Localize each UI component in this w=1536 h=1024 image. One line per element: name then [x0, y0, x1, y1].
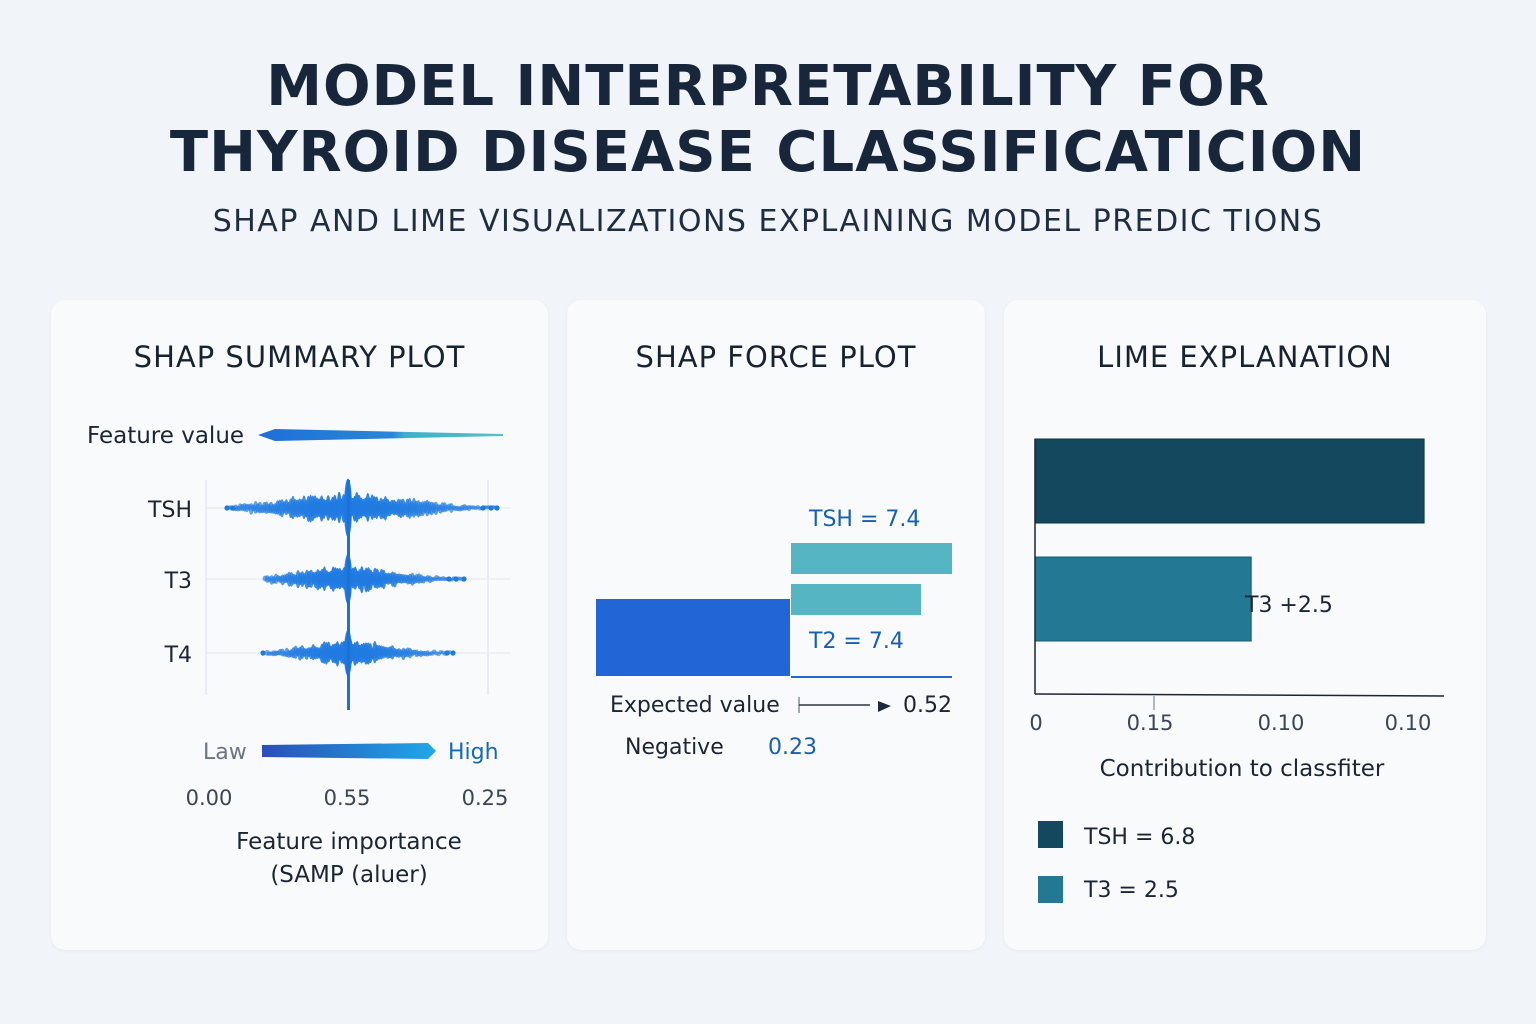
beeswarm-outlier — [230, 505, 236, 511]
lime-x-axis — [1034, 693, 1445, 697]
lime-bar-tsh — [1034, 438, 1425, 524]
negative-value: 0.23 — [768, 735, 817, 760]
lime-legend-swatch-t3 — [1038, 876, 1063, 903]
lime-legend-label-tsh: TSH = 6.8 — [1083, 825, 1195, 850]
beeswarm-outlier — [488, 505, 494, 511]
force-label-t2: T2 = 7.4 — [808, 629, 904, 654]
lime-x-axis-label: Contribution to classfiter — [1100, 756, 1385, 782]
lime-legend-label-t3: T3 = 2.5 — [1083, 878, 1179, 903]
page-subtitle: SHAP AND LIME VISUALIZATIONS EXPLAINING … — [212, 204, 1324, 239]
negative-label: Negative — [625, 735, 724, 760]
lime-bar-t3 — [1034, 556, 1252, 642]
feature-label-t4: T4 — [164, 643, 192, 668]
feature-label-tsh: TSH — [147, 498, 192, 523]
beeswarm-outlier — [450, 650, 456, 656]
lime-card: LIME EXPLANATION T3 +2.5 0 0.15 0.10 0.1… — [1004, 300, 1486, 950]
x-axis-label-line-1: Feature importance — [236, 829, 462, 855]
expected-value: 0.52 — [903, 693, 952, 718]
shap-summary-plot: Feature value TSH T3 T4 Law High 0.00 0.… — [87, 423, 511, 888]
beeswarm-outlier — [480, 505, 486, 511]
shap-force-title: SHAP FORCE PLOT — [635, 340, 917, 374]
x-axis-label-line-2: (SAMP (aluer) — [270, 862, 427, 888]
shap-force-card: SHAP FORCE PLOT TSH = 7.4 T2 = 7.4 Expec… — [567, 300, 985, 950]
feature-label-t3: T3 — [164, 569, 192, 594]
beeswarm-outlier — [494, 505, 500, 511]
lime-bar-annotation: T3 +2.5 — [1244, 593, 1333, 618]
beeswarm-outlier — [446, 576, 452, 582]
expected-value-arrow-head — [878, 701, 891, 712]
color-scale-high-label: High — [448, 740, 499, 765]
beeswarm-outlier — [224, 505, 230, 511]
color-scale-gradient-bar — [262, 743, 436, 759]
shap-force-plot: TSH = 7.4 T2 = 7.4 Expected value 0.52 N… — [596, 507, 952, 760]
page-title-line-1: MODEL INTERPRETABILITY FOR — [266, 54, 1270, 119]
lime-x-tick-1: 0.15 — [1127, 711, 1174, 735]
force-bar-base — [596, 599, 790, 676]
shap-summary-card: SHAP SUMMARY PLOT Feature value TSH T3 T… — [51, 300, 548, 950]
beeswarm-outlier — [461, 576, 467, 582]
lime-x-tick-0: 0 — [1029, 711, 1042, 735]
shap-summary-title: SHAP SUMMARY PLOT — [133, 340, 466, 374]
lime-title: LIME EXPLANATION — [1097, 340, 1393, 374]
beeswarm-layer — [224, 478, 500, 677]
feature-value-label: Feature value — [87, 423, 244, 449]
force-bar-t2 — [791, 584, 921, 615]
lime-x-tick-3: 0.10 — [1385, 711, 1432, 735]
beeswarm-outlier — [260, 650, 266, 656]
force-label-tsh: TSH = 7.4 — [808, 507, 920, 532]
zero-axis-line — [347, 480, 350, 710]
page-title-line-2: THYROID DISEASE CLASSIFICATICION — [169, 120, 1367, 185]
lime-legend-swatch-tsh — [1038, 821, 1063, 848]
feature-value-gradient-arrow — [258, 429, 503, 441]
force-bar-tsh — [791, 543, 952, 574]
beeswarm-outlier — [453, 576, 459, 582]
x-tick-1: 0.55 — [324, 786, 371, 810]
x-tick-2: 0.25 — [462, 786, 509, 810]
color-scale-low-label: Law — [203, 740, 247, 765]
lime-x-tick-2: 0.10 — [1258, 711, 1305, 735]
lime-plot: T3 +2.5 0 0.15 0.10 0.10 Contribution to… — [1029, 438, 1445, 903]
expected-value-label: Expected value — [610, 693, 780, 718]
beeswarm-outlier — [444, 650, 450, 656]
x-tick-0: 0.00 — [186, 786, 233, 810]
